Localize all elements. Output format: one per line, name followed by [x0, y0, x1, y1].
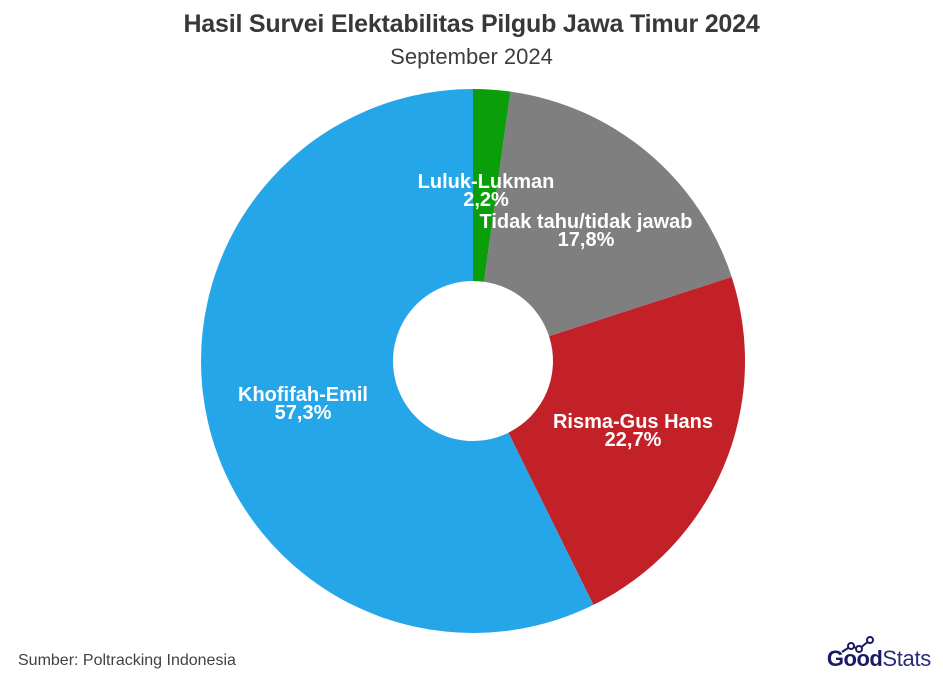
goodstats-logo: Good Stats [826, 636, 931, 672]
slice-label-1: Tidak tahu/tidak jawab 17,8% [479, 211, 692, 251]
logo-text-stats: Stats [882, 646, 931, 671]
trend-line-icon [841, 636, 874, 653]
pie-slice-3 [201, 89, 594, 633]
pie-slice-0 [473, 88, 511, 282]
logo-text-good: Good [826, 646, 883, 671]
pie-slice-1 [484, 91, 732, 337]
pie-slice-2 [508, 276, 746, 605]
slice-label-0: Luluk-Lukman 2,2% [418, 171, 555, 211]
chart-subtitle: September 2024 [390, 44, 553, 69]
slice-label-3: Khofifah-Emil 57,3% [238, 384, 368, 424]
slice-label-2: Risma-Gus Hans 22,7% [553, 411, 713, 451]
chart-title: Hasil Survei Elektabilitas Pilgub Jawa T… [183, 10, 760, 38]
source-note: Sumber: Poltracking Indonesia [18, 652, 236, 669]
